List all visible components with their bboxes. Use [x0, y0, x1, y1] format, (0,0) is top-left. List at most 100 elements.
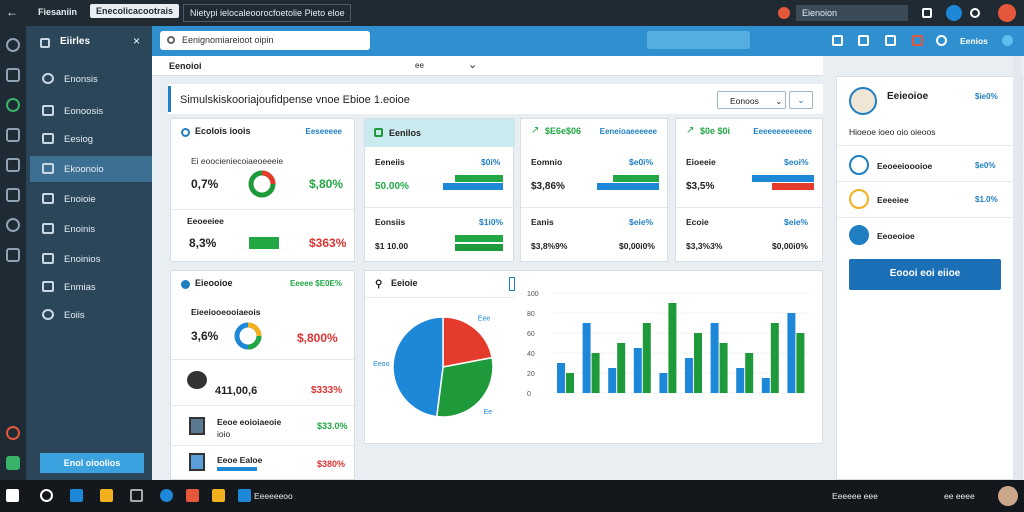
status-icon[interactable]	[6, 98, 20, 112]
package-icon	[189, 417, 205, 435]
browser-icon[interactable]	[160, 489, 173, 502]
row-label: Eieeiooeooiaeois	[191, 307, 261, 317]
settings-icon[interactable]	[970, 8, 980, 18]
shield-icon[interactable]	[885, 35, 896, 46]
profile-name: Eeieoioe	[887, 91, 929, 102]
shield-icon[interactable]	[922, 8, 932, 18]
sidebar: Eiirles × Enonsis Eonoosis Eesiog Ekoono…	[26, 26, 152, 480]
row-value: $3,3%3%	[686, 241, 723, 251]
avatar[interactable]	[998, 486, 1018, 506]
folder-icon[interactable]	[6, 128, 20, 142]
app-icon[interactable]	[130, 489, 143, 502]
sidebar-item-7[interactable]: Enoinios	[30, 246, 152, 272]
app-icon[interactable]	[238, 489, 251, 502]
sidebar-header: Eiirles	[60, 36, 91, 47]
sidebar-item-2[interactable]: Eonoosis	[30, 98, 152, 124]
card-subtitle: Eeoeeiee	[187, 216, 224, 226]
grid-icon[interactable]	[832, 35, 843, 46]
primary-action-button[interactable]: Eoooi eoi eiioe	[849, 259, 1001, 290]
bar	[694, 333, 702, 393]
alert-icon[interactable]	[6, 426, 20, 440]
divider	[171, 445, 356, 446]
card-icon	[42, 253, 54, 264]
panel-row-label[interactable]: Eeoeoioe	[877, 231, 915, 241]
card-subtitle: Ei eoocieniecoiaeoeeeie	[191, 156, 284, 166]
folder-icon[interactable]	[100, 489, 113, 502]
sidebar-action-button[interactable]: Enol oioolios	[40, 453, 144, 473]
pie-chart: Eee Ee Eeoo	[373, 316, 494, 418]
app-icon[interactable]	[186, 489, 199, 502]
sidebar-item-1[interactable]: Enonsis	[30, 66, 152, 92]
card-title: $0e $0i	[700, 126, 731, 136]
sidebar-item-9[interactable]: Eoiis	[30, 302, 152, 328]
row-value: $3,8%9%	[531, 241, 568, 251]
search-icon: ⚲	[375, 279, 383, 290]
header-right-label[interactable]: Eenios	[960, 36, 988, 46]
sidebar-item-5[interactable]: Enoioie	[30, 186, 152, 212]
donut-chart	[248, 170, 276, 198]
users-icon[interactable]	[6, 158, 20, 172]
summary-card-1: Ecolois ioois Eeseeeee Ei eoocieniecoiae…	[170, 118, 356, 262]
window-icon[interactable]	[858, 35, 869, 46]
notification-icon[interactable]	[778, 7, 790, 19]
bar-chart: 100 80 60 40 20 0	[527, 291, 809, 398]
app-icon[interactable]	[70, 489, 83, 502]
address-bar[interactable]: Nietypi ielocaleoorocfoetolie Pieto eloe	[183, 4, 351, 22]
info-icon	[181, 280, 190, 289]
sidebar-item-8[interactable]: Enmias	[30, 274, 152, 300]
app-icon[interactable]	[212, 489, 225, 502]
browser-tab[interactable]: Enecolicacootrais	[90, 4, 180, 18]
row-value: 3,6%	[191, 329, 219, 343]
report-icon[interactable]	[6, 248, 20, 262]
search-icon[interactable]	[40, 489, 53, 502]
help-icon[interactable]	[1002, 35, 1013, 46]
divider	[837, 181, 1023, 182]
profile-sync-icon[interactable]	[946, 5, 962, 21]
card-title: Ecolois ioois	[195, 126, 251, 136]
scroll-handle[interactable]	[509, 277, 515, 291]
system-tray[interactable]: Eeeeee eee	[832, 491, 878, 501]
home-icon[interactable]	[6, 38, 20, 52]
period-select[interactable]: Eonoos ⌄	[717, 91, 786, 109]
sidebar-item-6[interactable]: Enoinis	[30, 216, 152, 242]
chevron-down-icon[interactable]: ⌄	[468, 59, 478, 71]
summary-card-4: $0e $0i ↗ Eeeeeeeeeeeee Eioeeie $eoi% $3…	[675, 118, 824, 262]
close-icon[interactable]: ×	[132, 34, 140, 48]
progress-bar	[217, 467, 257, 471]
accent-bar	[168, 86, 171, 112]
back-arrow-icon[interactable]: ←	[6, 5, 18, 19]
panel-row-label[interactable]: Eeeeiee	[877, 195, 909, 205]
sidebar-item-4[interactable]: Ekoonoio	[30, 156, 152, 182]
excel-icon[interactable]	[6, 456, 20, 470]
divider	[171, 209, 356, 210]
panel-row-label[interactable]: Eeoeeioooioe	[877, 161, 933, 171]
scrollbar[interactable]	[1013, 56, 1021, 480]
mail-icon[interactable]	[912, 35, 923, 46]
chat-icon[interactable]	[936, 35, 947, 46]
account-search[interactable]: Eienoion	[796, 5, 908, 21]
divider	[171, 359, 356, 360]
y-tick-label: 0	[527, 391, 531, 398]
row-label: Eonsiis	[375, 217, 406, 227]
row-tag: $e0i%	[629, 157, 654, 167]
list-icon	[42, 223, 54, 234]
search-input[interactable]: Eenignomiareioot oipin	[160, 31, 370, 50]
expand-button[interactable]: ⌄	[789, 91, 813, 109]
card-header	[365, 119, 515, 147]
row-value: $380%	[317, 459, 346, 469]
pie-slice	[392, 316, 444, 418]
summary-card-3: $E6e$06 ↗ Eeneioaeeeeee Eomnio $e0i% $3,…	[520, 118, 669, 262]
start-icon[interactable]	[6, 489, 19, 502]
calendar-icon[interactable]	[6, 188, 20, 202]
page-title: Simulskiskooriajoufidpense vnoe Ebioe 1.…	[180, 94, 410, 106]
clock-icon[interactable]	[6, 218, 20, 232]
taskbar-app-label[interactable]: Eeeeeeoo	[254, 491, 293, 501]
mini-bar	[772, 183, 814, 190]
row-label: Ecoie	[686, 217, 709, 227]
sidebar-item-3[interactable]: Eesiog	[30, 126, 152, 152]
filter-chip[interactable]: ee	[415, 61, 424, 70]
header-ghost-button[interactable]	[647, 31, 750, 49]
avatar[interactable]	[998, 4, 1016, 22]
bookmark-icon[interactable]	[6, 68, 20, 82]
window-icon	[42, 163, 54, 174]
